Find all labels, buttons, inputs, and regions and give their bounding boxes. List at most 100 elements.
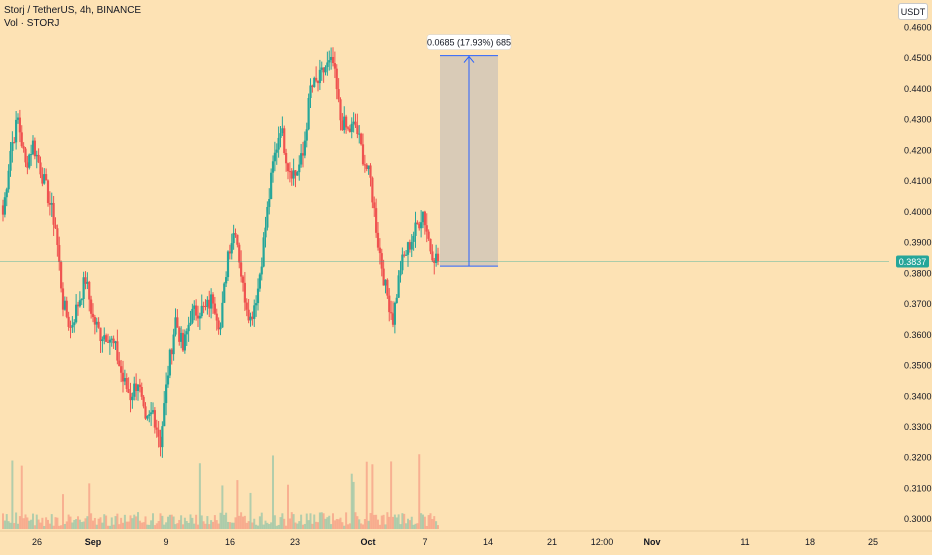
- volume-bar: [249, 492, 252, 529]
- volume-bar: [13, 523, 16, 529]
- volume-bar: [422, 514, 424, 529]
- candle-body: [352, 121, 355, 124]
- candle-body: [435, 253, 438, 263]
- volume-bar: [247, 521, 250, 529]
- candle-body: [365, 164, 368, 169]
- candle-body: [296, 172, 299, 176]
- candle-body: [373, 202, 376, 209]
- y-tick-label: 0.3600: [904, 330, 932, 340]
- volume-bar: [300, 514, 303, 529]
- volume-bar: [373, 514, 376, 529]
- volume-bar: [326, 517, 329, 529]
- volume-bar: [365, 461, 368, 529]
- volume-bar: [354, 512, 357, 529]
- candle-body: [24, 148, 27, 163]
- candle-body: [228, 251, 231, 254]
- volume-bar: [159, 513, 162, 529]
- symbol-title[interactable]: Storj / TetherUS, 4h, BINANCE: [4, 5, 142, 16]
- y-tick-label: 0.3100: [904, 483, 932, 493]
- volume-bar: [200, 515, 203, 529]
- x-tick-label: 9: [163, 537, 168, 547]
- candle-body: [108, 339, 111, 343]
- volume-bar: [32, 513, 34, 529]
- y-tick-label: 0.3200: [904, 453, 932, 463]
- currency-button[interactable]: USDT: [898, 3, 928, 20]
- volume-bar: [298, 521, 301, 529]
- x-tick-label: 16: [225, 537, 235, 547]
- x-tick-label: 26: [32, 537, 42, 547]
- volume-bar: [275, 525, 278, 529]
- volume-bar: [39, 522, 42, 529]
- volume-bar: [28, 520, 31, 529]
- volume-bar: [292, 514, 295, 529]
- candle-body: [13, 142, 16, 144]
- candle-body: [30, 154, 33, 156]
- volume-bar: [138, 520, 141, 529]
- volume-bar: [258, 516, 261, 529]
- measure-label: 0.0685 (17.93%) 685: [427, 38, 511, 48]
- volume-bar: [360, 523, 363, 529]
- candle-body: [131, 396, 134, 401]
- volume-bar: [103, 514, 106, 529]
- volume-bar: [67, 514, 70, 529]
- y-tick-label: 0.4500: [904, 53, 932, 63]
- volume-bar: [202, 521, 205, 529]
- price-axis[interactable]: 0.4600 0.4500 0.4400 0.4300 0.4200 0.4100 0.40…: [904, 23, 932, 525]
- candle-body: [369, 165, 372, 178]
- volume-bar: [215, 520, 218, 529]
- candle-body: [356, 125, 359, 135]
- volume-bar: [129, 515, 132, 529]
- candle-body: [161, 426, 164, 448]
- candle-body: [285, 153, 288, 164]
- candle-body: [174, 317, 177, 335]
- candle-body: [300, 153, 303, 165]
- volume-legend[interactable]: Vol · STORJ: [4, 18, 60, 29]
- y-tick-label: 0.4600: [904, 23, 932, 33]
- candle-body: [406, 242, 410, 255]
- candle-body: [345, 116, 348, 128]
- candle-body: [399, 270, 402, 276]
- candle-body: [136, 384, 140, 392]
- volume-bar: [71, 522, 74, 529]
- candle-body: [286, 163, 290, 172]
- volume-bar: [176, 523, 179, 529]
- candle-body: [243, 282, 246, 303]
- candle-body: [331, 56, 335, 64]
- volume-bar: [427, 515, 430, 529]
- candle-body: [305, 129, 308, 141]
- candle-body: [416, 222, 419, 224]
- volume-bar: [95, 524, 98, 529]
- candle-body: [348, 128, 351, 132]
- volume-bar: [431, 519, 434, 529]
- x-tick-label: 21: [547, 537, 557, 547]
- candle-body: [129, 393, 132, 401]
- candle-body: [178, 327, 181, 342]
- candle-body: [429, 238, 432, 252]
- candle-body: [217, 320, 220, 330]
- volume-bar: [399, 524, 402, 529]
- candle-body: [326, 62, 329, 67]
- volume-bar: [401, 513, 404, 529]
- y-tick-label: 0.3900: [904, 238, 932, 248]
- volume-bar: [213, 515, 216, 529]
- volume-bar: [11, 460, 14, 529]
- volume-bar: [262, 524, 265, 529]
- candle-body: [391, 313, 395, 325]
- candle-body: [45, 174, 48, 181]
- candle-body: [208, 299, 211, 309]
- volume-bar: [236, 480, 239, 529]
- volume-bar: [37, 519, 40, 529]
- candle-body: [150, 412, 153, 415]
- time-axis[interactable]: 26 Sep 9 16 23 Oct 7 14 21 12:00 Nov 11 18 25: [0, 530, 932, 547]
- volume-bar: [423, 516, 426, 529]
- candle-body: [386, 279, 389, 296]
- candle-body: [101, 339, 104, 342]
- measure-tool[interactable]: 0.0685 (17.93%) 685: [426, 34, 512, 267]
- candle-body: [5, 189, 8, 198]
- volume-bar: [26, 517, 29, 529]
- candle-body: [251, 316, 254, 319]
- volume-bar: [219, 512, 222, 529]
- candle-body: [84, 277, 87, 284]
